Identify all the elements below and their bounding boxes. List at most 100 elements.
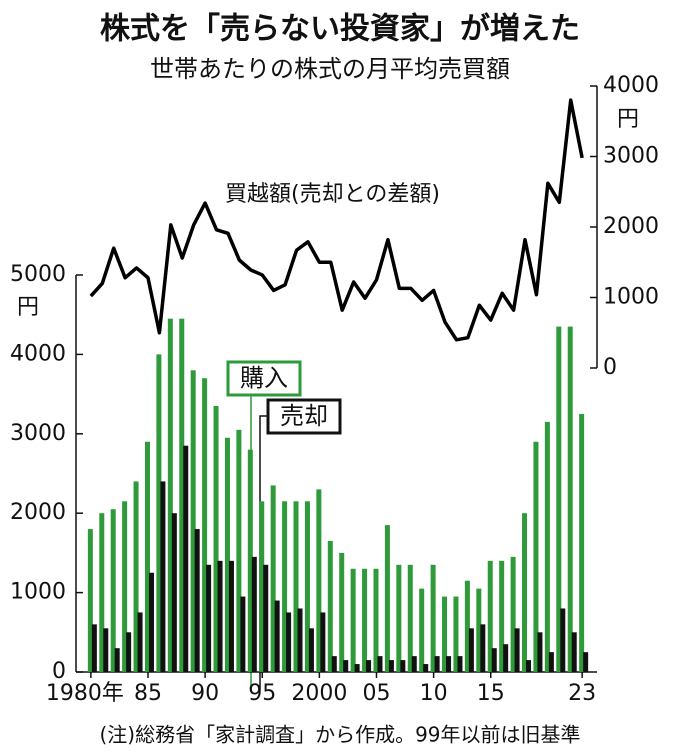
bar	[156, 354, 162, 672]
y-tick-label: 3000	[10, 421, 66, 446]
bar	[560, 608, 566, 672]
bar	[286, 612, 292, 672]
bar	[430, 564, 436, 672]
bar	[548, 652, 554, 672]
bar	[304, 501, 310, 672]
legend-label: 売却	[280, 402, 328, 430]
bar	[503, 644, 509, 672]
bar	[308, 628, 314, 672]
bar	[350, 568, 356, 672]
bar	[339, 552, 345, 672]
bar	[217, 560, 223, 672]
bar	[499, 560, 505, 672]
bar	[179, 318, 185, 672]
bar	[354, 664, 360, 672]
bar	[282, 501, 288, 672]
bar	[377, 656, 383, 672]
bar	[476, 588, 482, 672]
bar	[446, 656, 452, 672]
bar	[480, 624, 486, 672]
x-tick-label: 15	[477, 681, 505, 706]
bar	[514, 628, 520, 672]
x-tick-label: 23	[568, 681, 596, 706]
line	[89, 98, 584, 342]
y2-tick-label: 1000	[603, 285, 659, 310]
bar	[190, 370, 196, 672]
bar	[293, 501, 299, 672]
bar	[464, 580, 470, 672]
bar	[567, 326, 573, 672]
bar	[343, 660, 349, 672]
bar	[144, 441, 150, 672]
bar	[388, 660, 394, 672]
bar	[114, 648, 120, 672]
y2-tick-label: 2000	[603, 214, 659, 239]
line-label: 買越額(売却との差額)	[225, 182, 440, 207]
bar	[442, 596, 448, 672]
bar	[510, 556, 516, 672]
bar	[411, 656, 417, 672]
bar	[213, 406, 219, 672]
bar	[366, 660, 372, 672]
x-tick-label: 2000	[291, 681, 347, 706]
y-unit: 円	[17, 295, 39, 320]
y2-tick-label: 3000	[603, 144, 659, 169]
bar	[327, 540, 333, 672]
bar	[331, 656, 337, 672]
bar	[137, 612, 143, 672]
bar	[99, 513, 105, 672]
bar	[491, 648, 497, 672]
bar	[419, 588, 425, 672]
bar	[396, 564, 402, 672]
bar	[526, 660, 532, 672]
y-tick-label: 1000	[10, 580, 66, 605]
chart-title: 株式を「売らない投資家」が増えた	[100, 12, 580, 47]
y2-tick-label: 0	[603, 355, 617, 380]
bar	[579, 413, 585, 672]
bar	[522, 513, 528, 672]
bar	[457, 656, 463, 672]
bar	[556, 326, 562, 672]
bar	[148, 572, 154, 672]
bar	[544, 421, 550, 672]
bar	[206, 564, 212, 672]
x-tick-label: 10	[420, 681, 448, 706]
y-tick-label: 4000	[10, 341, 66, 366]
bar	[91, 624, 97, 672]
bar	[373, 568, 379, 672]
bar	[194, 529, 200, 672]
bar	[110, 509, 116, 672]
bar	[537, 632, 543, 672]
bar	[167, 318, 173, 672]
note: (注)総務省「家計調査」から作成。99年以前は旧基準	[99, 723, 580, 747]
legend-box	[266, 398, 342, 435]
x-tick-label: 95	[248, 681, 276, 706]
bar	[434, 656, 440, 672]
bar	[240, 596, 246, 672]
y2-tick-label: 4000	[603, 73, 659, 98]
bar	[224, 437, 230, 672]
bar	[453, 596, 459, 672]
bar	[228, 560, 234, 672]
bar	[571, 632, 577, 672]
legend-box	[226, 360, 302, 397]
bar	[468, 628, 474, 672]
bar	[133, 481, 139, 672]
bar	[583, 652, 589, 672]
bar	[533, 441, 539, 672]
bar	[263, 564, 269, 672]
bar	[251, 556, 257, 672]
bar	[160, 481, 166, 672]
y-tick-label: 2000	[10, 500, 66, 525]
x-tick-label: 05	[362, 681, 390, 706]
bar	[400, 660, 406, 672]
x-tick-label: 85	[134, 681, 162, 706]
bar	[384, 525, 390, 672]
bar	[202, 378, 208, 672]
bar	[487, 560, 493, 672]
x-tick-label: 90	[191, 681, 219, 706]
bar	[407, 564, 413, 672]
bar	[320, 612, 326, 672]
bar	[87, 529, 93, 672]
